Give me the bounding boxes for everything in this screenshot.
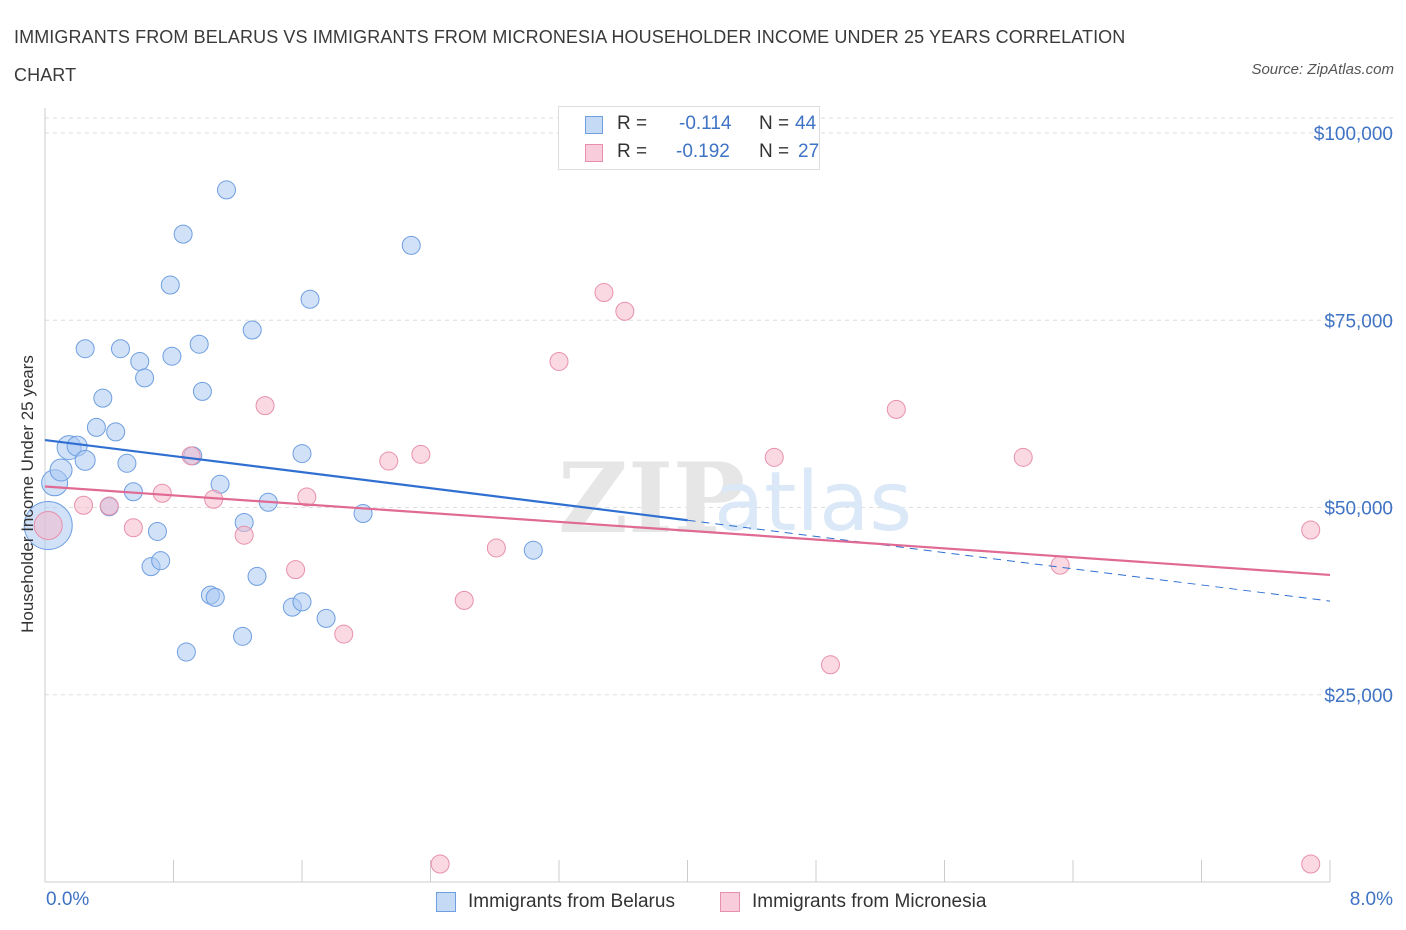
scatter-point (820, 655, 840, 675)
series-belarus (23, 180, 543, 662)
scatter-point (292, 444, 312, 464)
scatter-point (123, 518, 143, 538)
y-tick-label: $75,000 (1324, 311, 1393, 332)
stats-swatch-micronesia (585, 144, 603, 162)
source-label: Source: ZipAtlas.com (1251, 61, 1394, 78)
watermark: ZIP atlas (558, 442, 912, 555)
scatter-point (549, 351, 569, 371)
scatter-point (106, 422, 126, 442)
stats-r-label: R = (617, 141, 648, 162)
legend-label-micronesia: Immigrants from Micronesia (752, 891, 987, 912)
x-tick-label-min: 0.0% (46, 889, 90, 910)
scatter-point (486, 538, 506, 558)
scatter-point (33, 510, 63, 540)
stats-r-value-micronesia: -0.192 (676, 141, 730, 162)
scatter-point (181, 446, 201, 466)
scatter-point (1301, 520, 1321, 540)
trend-line-belarus (44, 438, 688, 522)
trend-line-micronesia (44, 485, 1331, 577)
scatter-point (247, 566, 267, 586)
stats-r-label: R = (617, 113, 648, 134)
scatter-point (192, 381, 212, 401)
scatter-point (379, 451, 399, 471)
stats-n-label: N = (759, 141, 790, 162)
scatter-point (189, 334, 209, 354)
scatter-point (151, 551, 171, 571)
scatter-point (49, 458, 73, 482)
scatter-point (162, 346, 182, 366)
stats-swatch-belarus (585, 116, 603, 134)
legend-swatch-micronesia (720, 892, 740, 912)
scatter-point (130, 351, 150, 371)
stats-n-value-micronesia: 27 (798, 141, 820, 162)
points-layer (23, 180, 1321, 874)
scatter-point (454, 590, 474, 610)
scatter-point (316, 608, 336, 628)
legend: Immigrants from Belarus Immigrants from … (0, 888, 1406, 916)
scatter-point (1013, 447, 1033, 467)
scatter-point (217, 180, 237, 200)
y-tick-labels: $25,000 $50,000 $75,000 $100,000 (1314, 124, 1393, 707)
scatter-point (147, 521, 167, 541)
axis-layer (44, 108, 1331, 883)
scatter-point (160, 275, 180, 295)
y-tick-label: $50,000 (1324, 499, 1393, 520)
scatter-point (1050, 555, 1070, 575)
y-tick-label: $100,000 (1314, 124, 1393, 145)
scatter-point (234, 525, 254, 545)
scatter-point (242, 320, 262, 340)
trend-line-belarus-extension (687, 519, 1331, 602)
scatter-point (401, 235, 421, 255)
scatter-point (523, 540, 543, 560)
scatter-point (886, 399, 906, 419)
scatter-point (176, 642, 196, 662)
scatter-point (74, 449, 96, 471)
series-micronesia (33, 283, 1321, 874)
scatter-point (75, 339, 95, 359)
scatter-point (334, 624, 354, 644)
scatter-point (110, 339, 130, 359)
scatter-point (1301, 854, 1321, 874)
watermark-zip: ZIP (558, 442, 745, 555)
scatter-point (173, 224, 193, 244)
stats-n-label: N = (759, 113, 790, 134)
scatter-point (99, 496, 119, 516)
scatter-point (297, 487, 317, 507)
legend-label-belarus: Immigrants from Belarus (468, 891, 675, 912)
trend-layer (44, 438, 1331, 602)
scatter-point (300, 289, 320, 309)
scatter-point (135, 368, 155, 388)
stats-box: R = -0.114 N = 44 R = -0.192 N = 27 (558, 106, 820, 170)
y-axis-label: Householder Income Under 25 years (18, 355, 37, 633)
grid-layer (45, 117, 1394, 696)
y-tick-label: $25,000 (1324, 686, 1393, 707)
scatter-point (615, 301, 635, 321)
scatter-point (117, 453, 137, 473)
scatter-point (86, 417, 106, 437)
scatter-point (411, 444, 431, 464)
scatter-point (93, 388, 113, 408)
scatter-point (292, 592, 312, 612)
scatter-point (233, 626, 253, 646)
scatter-point (255, 396, 275, 416)
scatter-point (764, 447, 784, 467)
legend-swatch-belarus (436, 892, 456, 912)
stats-r-value-belarus: -0.114 (679, 113, 732, 134)
x-tick-label-max: 8.0% (1349, 889, 1393, 910)
scatter-point (430, 854, 450, 874)
stats-n-value-belarus: 44 (795, 113, 817, 134)
scatter-point (205, 587, 225, 607)
scatter-point (286, 560, 306, 580)
scatter-point (74, 495, 94, 515)
chart-title: IMMIGRANTS FROM BELARUS VS IMMIGRANTS FR… (14, 27, 1126, 85)
scatter-point (594, 283, 614, 303)
